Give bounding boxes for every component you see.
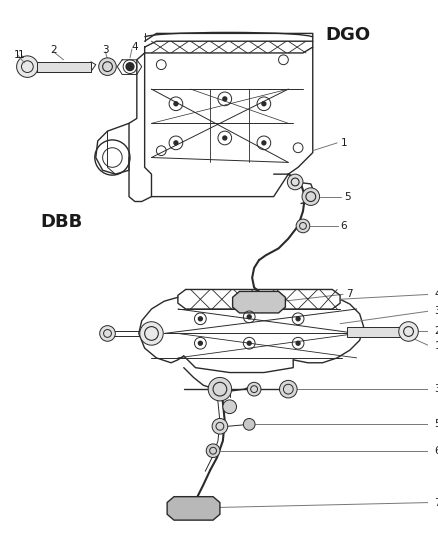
Circle shape xyxy=(296,219,310,233)
Circle shape xyxy=(174,141,178,145)
Circle shape xyxy=(296,341,300,345)
Polygon shape xyxy=(167,497,220,520)
Text: 1: 1 xyxy=(14,50,21,60)
Circle shape xyxy=(296,317,300,321)
Circle shape xyxy=(223,400,237,414)
Circle shape xyxy=(208,377,232,401)
Circle shape xyxy=(262,102,266,106)
Text: 2: 2 xyxy=(50,45,57,55)
Circle shape xyxy=(99,58,117,76)
Text: 3: 3 xyxy=(434,306,438,316)
Text: 4: 4 xyxy=(131,42,138,52)
Text: DBB: DBB xyxy=(41,213,83,231)
Circle shape xyxy=(244,418,255,430)
Text: 1: 1 xyxy=(341,138,347,148)
Text: 6: 6 xyxy=(434,446,438,456)
Circle shape xyxy=(279,381,297,398)
Text: 3: 3 xyxy=(434,384,438,394)
Bar xyxy=(37,62,91,71)
Circle shape xyxy=(287,174,303,190)
Text: 7: 7 xyxy=(346,289,353,300)
Text: 3: 3 xyxy=(102,45,109,55)
Circle shape xyxy=(247,341,251,345)
Circle shape xyxy=(247,315,251,319)
Circle shape xyxy=(262,141,266,145)
Circle shape xyxy=(212,418,228,434)
Circle shape xyxy=(140,322,163,345)
Bar xyxy=(347,327,401,337)
Circle shape xyxy=(174,102,178,106)
Circle shape xyxy=(206,444,220,457)
Text: 5: 5 xyxy=(345,192,351,201)
Text: DGO: DGO xyxy=(325,26,371,44)
Text: 4: 4 xyxy=(434,289,438,300)
Circle shape xyxy=(100,326,115,341)
Circle shape xyxy=(223,136,227,140)
Text: 6: 6 xyxy=(341,221,347,231)
Text: 1: 1 xyxy=(434,341,438,351)
Circle shape xyxy=(17,56,38,77)
Circle shape xyxy=(399,322,418,341)
Text: 2: 2 xyxy=(434,327,438,336)
Circle shape xyxy=(302,188,320,205)
Text: 1: 1 xyxy=(18,50,24,60)
Circle shape xyxy=(223,97,227,101)
Circle shape xyxy=(198,317,202,321)
Circle shape xyxy=(126,63,134,70)
Circle shape xyxy=(198,341,202,345)
Text: 5: 5 xyxy=(434,419,438,430)
Circle shape xyxy=(247,382,261,396)
Polygon shape xyxy=(233,292,286,313)
Text: 7: 7 xyxy=(434,497,438,507)
